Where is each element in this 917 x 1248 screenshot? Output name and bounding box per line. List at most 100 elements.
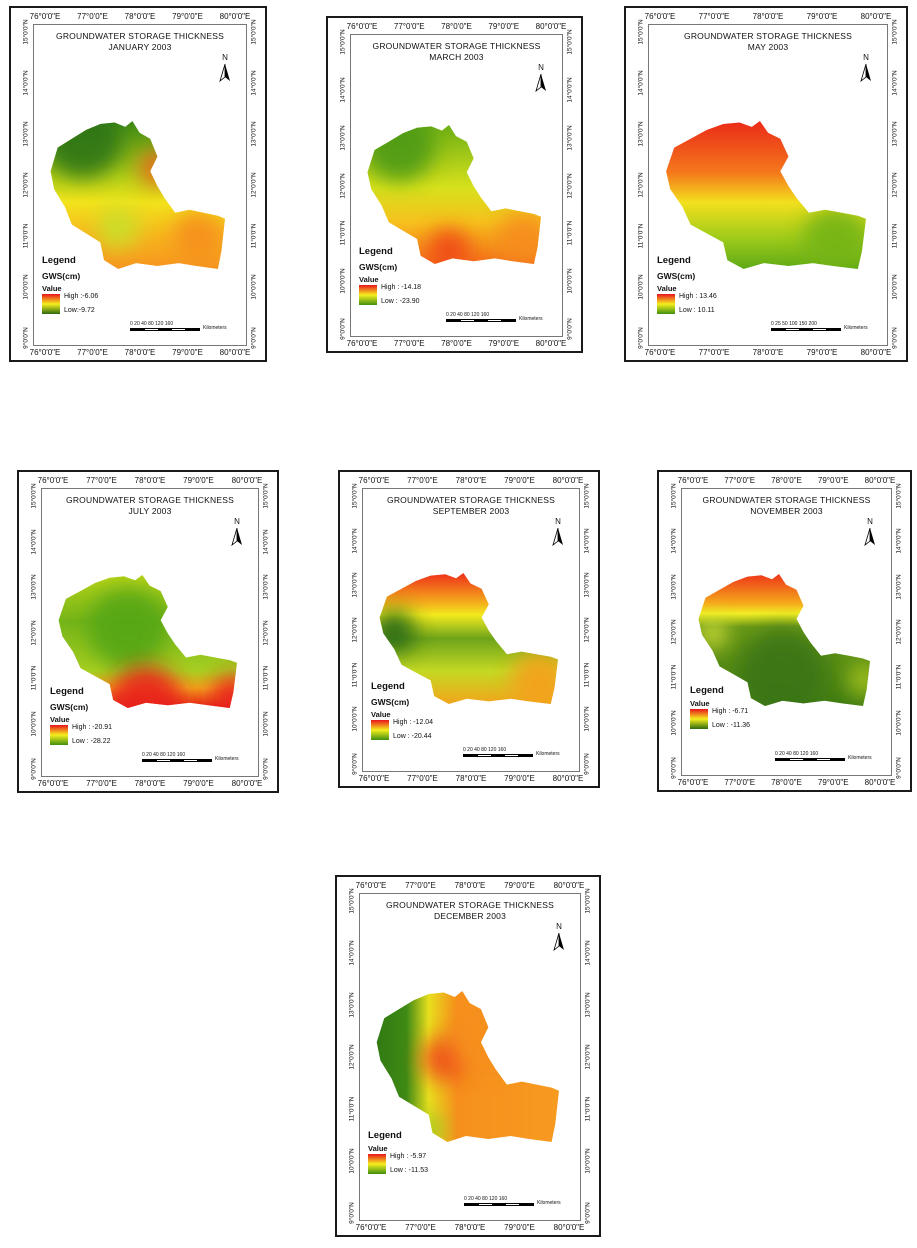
legend-color-ramp [42,294,60,314]
longitude-label: 79°0'0"E [806,12,838,21]
latitude-label: 12°0'0"N [250,172,258,198]
latitude-label: 15°0'0"N [348,888,356,914]
latitude-label: 15°0'0"N [351,483,359,509]
legend-title: Legend [42,255,76,266]
longitude-label: 76°0'0"E [358,774,390,783]
latitude-label: 12°0'0"N [30,619,38,646]
map-frame: GROUNDWATER STORAGE THICKNESS SEPTEMBER 2… [362,488,580,772]
longitude-label: 78°0'0"E [441,339,472,348]
legend-high-label: High : 13.46 [679,293,717,300]
scale-ticks: 0 20 40 80 120 160 [463,747,507,753]
latitude-label: 13°0'0"N [895,574,903,600]
map-period: SEPTEMBER 2003 [432,506,510,516]
latitude-label: 9°0'0"N [351,753,359,775]
longitude-label: 78°0'0"E [771,778,802,787]
scale-unit: Kilometers [519,316,543,322]
longitude-label: 76°0'0"E [677,476,709,485]
scale-segments [464,1203,534,1206]
scale-unit: Kilometers [203,325,227,331]
latitude-label: 10°0'0"N [584,1148,592,1174]
legend: Legend GWS(cm) Value High : -20.91 Low : -28… [50,686,112,747]
latitude-label: 15°0'0"N [670,483,678,509]
latitude-label: 15°0'0"N [583,483,591,509]
map-title: GROUNDWATER STORAGE THICKNESS [372,41,541,51]
longitude-label: 79°0'0"E [172,12,203,21]
scale-segments [463,754,533,757]
longitude-label: 79°0'0"E [172,348,203,357]
latitude-label: 12°0'0"N [262,619,270,646]
latitude-label: 14°0'0"N [583,528,591,554]
scale-ticks: 0 25 50 100 150 200 [771,321,817,327]
legend-units: GWS(cm) [359,262,398,272]
latitude-label: 11°0'0"N [891,223,899,249]
legend-low-label: Low : -20.44 [393,733,432,740]
longitude-label: 76°0'0"E [677,778,709,787]
study-region-map [376,991,559,1142]
latitude-label: 12°0'0"N [566,172,574,199]
map-period: MAY 2003 [747,42,789,52]
latitude-label: 10°0'0"N [895,710,903,736]
longitude-label: 78°0'0"E [441,22,472,31]
latitude-label: 15°0'0"N [895,483,903,509]
longitude-label: 79°0'0"E [817,778,849,787]
longitude-label: 79°0'0"E [504,774,535,783]
scale-segments [142,759,212,762]
latitude-label: 11°0'0"N [348,1096,356,1122]
map-frame: GROUNDWATER STORAGE THICKNESS JULY 2003 N L… [41,488,259,777]
latitude-label: 14°0'0"N [262,528,270,555]
north-arrow-icon: N [857,53,875,82]
map-panel-6: GROUNDWATER STORAGE THICKNESS NOVEMBER 20… [657,470,912,792]
longitude-label: 79°0'0"E [504,881,535,890]
latitude-label: 12°0'0"N [895,619,903,645]
latitude-label: 9°0'0"N [348,1202,356,1224]
longitude-label: 78°0'0"E [454,1223,486,1232]
legend-value-label: Value [50,715,70,724]
map-panel-1: GROUNDWATER STORAGE THICKNESS JANUARY 200… [9,6,267,362]
latitude-label: 11°0'0"N [22,223,30,249]
latitude-label: 9°0'0"N [250,327,258,349]
latitude-label: 9°0'0"N [584,1202,592,1224]
longitude-label: 76°0'0"E [29,348,61,357]
study-region-map [666,121,866,269]
legend-ramp-row: High : -5.97 Low : -11.53 [368,1153,428,1176]
legend-title: Legend [690,685,724,696]
longitude-label: 80°0'0"E [535,339,567,348]
latitude-label: 14°0'0"N [30,528,38,555]
legend-high-label: High :-6.06 [64,293,99,300]
map-frame: GROUNDWATER STORAGE THICKNESS NOVEMBER 20… [681,488,892,776]
legend-color-ramp [368,1154,386,1174]
legend-high-label: High : -14.18 [381,284,422,291]
latitude-label: 10°0'0"N [670,710,678,736]
scale-ticks: 0 20 40 80 120 160 [446,312,490,318]
latitude-label: 11°0'0"N [30,665,38,691]
latitude-label: 13°0'0"N [637,121,645,147]
latitude-label: 10°0'0"N [566,268,574,294]
legend: Legend GWS(cm) Value High : -14.18 Low : -23… [359,246,421,307]
latitude-label: 10°0'0"N [637,274,645,300]
latitude-label: 10°0'0"N [339,268,347,294]
longitude-label: 77°0'0"E [724,778,756,787]
legend-ramp-row: High : -6.71 Low : -11.36 [690,708,750,731]
legend-title: Legend [359,246,393,257]
longitude-label: 76°0'0"E [355,1223,387,1232]
longitude-label: 79°0'0"E [183,779,214,788]
latitude-label: 13°0'0"N [250,121,258,147]
scale-bar: 0 20 40 80 120 160 Kilometers [446,312,556,330]
latitude-label: 14°0'0"N [348,940,356,966]
longitude-label: 80°0'0"E [219,12,251,21]
map-title: GROUNDWATER STORAGE THICKNESS [56,31,224,41]
latitude-label: 10°0'0"N [22,274,30,300]
legend: Legend GWS(cm) Value High : -12.04 Low : -20… [371,681,433,742]
longitude-label: 80°0'0"E [553,881,585,890]
latitude-label: 10°0'0"N [250,274,258,300]
study-region-map [58,575,237,708]
longitude-label: 76°0'0"E [358,476,390,485]
latitude-label: 11°0'0"N [262,665,270,691]
longitude-label: 77°0'0"E [405,881,436,890]
latitude-label: 9°0'0"N [22,327,30,349]
longitude-label: 80°0'0"E [535,22,567,31]
map-panel-3: GROUNDWATER STORAGE THICKNESS MAY 2003 N Le… [624,6,908,362]
longitude-label: 80°0'0"E [860,348,892,357]
latitude-label: 13°0'0"N [566,125,574,151]
map-period: DECEMBER 2003 [433,911,507,921]
